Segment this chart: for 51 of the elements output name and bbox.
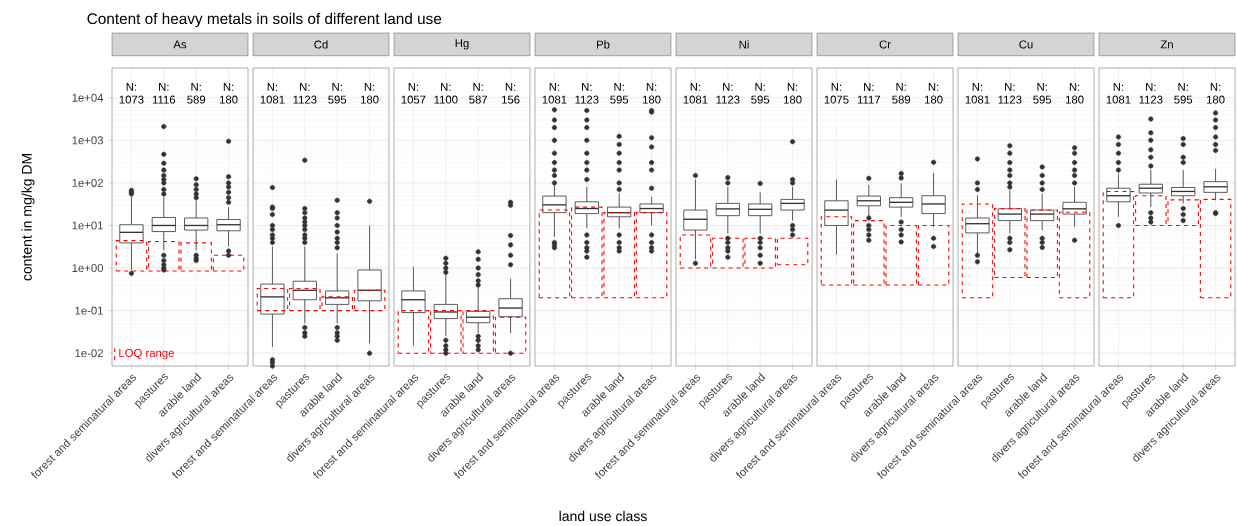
annotation: N: 589 <box>892 83 911 104</box>
annotation: N: 1117 <box>857 83 881 104</box>
annotation: N: 180 <box>1065 83 1084 104</box>
annotation: N: 1116 <box>152 83 176 104</box>
annotation: N: 1081 <box>1106 83 1131 104</box>
annotation: N: 595 <box>1033 83 1052 104</box>
annotation: N: 595 <box>610 83 629 104</box>
annotation: N: 1081 <box>683 83 708 104</box>
annotation: N: 1123 <box>575 83 599 104</box>
annotation: N: 180 <box>360 83 379 104</box>
chart-subtitle: As <box>173 40 187 49</box>
annotation: N: 587 <box>469 83 488 104</box>
y-tick-label: 1e+03 <box>72 136 104 145</box>
y-axis-title: content in mg/kg DM <box>21 153 35 281</box>
legend-label: LOQ range <box>119 348 174 360</box>
annotation: N: 1081 <box>542 83 567 104</box>
annotation: N: 1081 <box>260 83 285 104</box>
chart-subtitle: Hg <box>455 39 469 50</box>
annotation: N: 1075 <box>824 83 849 104</box>
annotation: N: 595 <box>751 83 770 104</box>
chart-subtitle: Zn <box>1160 40 1173 49</box>
annotation: N: 180 <box>219 83 238 104</box>
annotation: N: 1057 <box>401 83 426 104</box>
y-tick-label: 1e+04 <box>72 93 104 102</box>
annotation: N: 1123 <box>716 83 740 104</box>
chart-subtitle: Cu <box>1019 40 1033 49</box>
y-tick-label: 1e-01 <box>75 306 103 315</box>
annotation: N: 1123 <box>293 83 317 104</box>
annotation: N: 1123 <box>998 83 1022 104</box>
annotation: N: 180 <box>783 83 802 104</box>
x-axis-title: land use class <box>559 510 647 522</box>
chart-subtitle: Cr <box>879 40 891 49</box>
chart-subtitle: Pb <box>596 40 610 49</box>
annotation: N: 1123 <box>1139 83 1163 104</box>
chart-subtitle: Ni <box>739 40 749 49</box>
annotation: N: 180 <box>924 83 943 104</box>
annotation: N: 1081 <box>965 83 990 104</box>
y-tick-label: 1e+00 <box>72 264 104 273</box>
chart-title: Content of heavy metals in soils of different land use <box>87 12 442 28</box>
y-tick-label: 1e+01 <box>72 221 103 230</box>
annotation: N: 595 <box>328 83 347 104</box>
annotation: N: 156 <box>501 83 520 104</box>
annotation: N: 595 <box>1174 83 1193 104</box>
annotation: N: 589 <box>187 83 206 104</box>
y-tick-label: 1e+02 <box>72 178 103 187</box>
y-tick-label: 1e-02 <box>75 349 103 358</box>
annotation: N: 180 <box>1206 83 1225 104</box>
annotation: N: 1100 <box>434 83 458 104</box>
annotation: N: 1073 <box>119 83 144 104</box>
chart-subtitle: Cd <box>314 40 328 49</box>
annotation: N: 180 <box>642 83 661 104</box>
